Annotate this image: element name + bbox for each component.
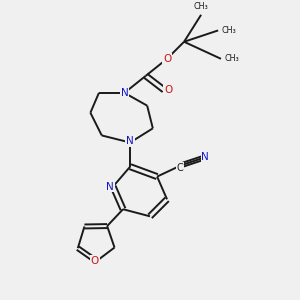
Text: CH₃: CH₃ (221, 26, 236, 35)
Text: C: C (176, 163, 183, 173)
Text: N: N (126, 136, 134, 146)
Text: N: N (121, 88, 128, 98)
Text: N: N (106, 182, 114, 191)
Text: O: O (164, 85, 172, 95)
Text: CH₃: CH₃ (194, 2, 208, 11)
Text: O: O (163, 54, 171, 64)
Text: N: N (202, 152, 209, 162)
Text: O: O (91, 256, 99, 266)
Text: CH₃: CH₃ (224, 54, 239, 63)
